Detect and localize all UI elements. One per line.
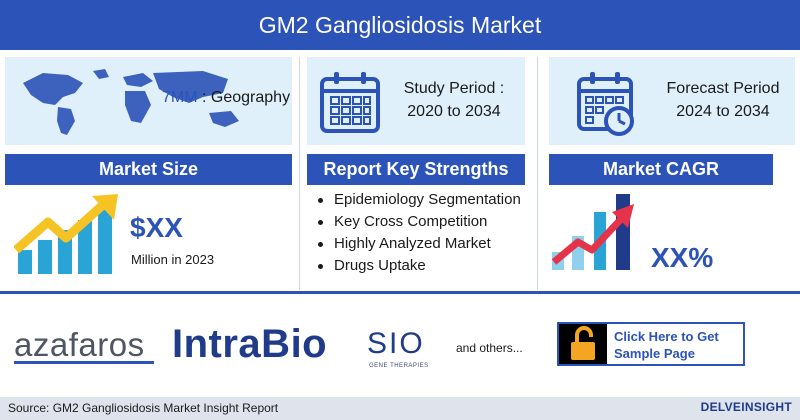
source-text: Source: GM2 Gangliosidosis Market Insigh… [8,401,279,415]
sample-page-label: Click Here to Get Sample Page [614,328,719,362]
key-strengths-list: Epidemiology Segmentation Key Cross Comp… [318,189,533,277]
list-item-label: Highly Analyzed Market [334,235,491,252]
list-item: Key Cross Competition [318,211,533,233]
sample-page-line2: Sample Page [614,346,695,361]
list-item-label: Key Cross Competition [334,213,488,230]
calendar-clock-icon [577,72,634,136]
column-divider [299,57,300,290]
study-period-range: 2020 to 2034 [407,103,501,120]
list-item-label: Epidemiology Segmentation [334,191,521,208]
market-size-header: Market Size [5,154,292,185]
study-period-panel: Study Period : 2020 to 2034 [307,57,525,145]
list-item: Highly Analyzed Market [318,233,533,255]
market-size-title: Market Size [98,159,199,179]
page-title: GM2 Gangliosidosis Market [0,0,800,50]
list-item: Drugs Uptake [318,255,533,277]
title-text: GM2 Gangliosidosis Market [258,11,542,38]
section-divider [0,291,800,294]
forecast-period-text: Forecast Period 2024 to 2034 [653,77,793,123]
forecast-period-panel: Forecast Period 2024 to 2034 [549,57,795,145]
sample-page-button[interactable]: Click Here to Get Sample Page [557,322,745,366]
geography-highlight: 7MM [162,89,198,106]
study-period-text: Study Period : 2020 to 2034 [389,77,519,123]
study-period-label: Study Period : [403,80,505,97]
bullet-icon [318,241,323,247]
azafaros-logo-underline [14,361,154,364]
growth-chart-icon [14,194,118,274]
unlock-icon [571,326,595,360]
others-text: and others... [456,341,523,355]
column-divider [537,57,538,290]
footer: Source: GM2 Gangliosidosis Market Insigh… [0,397,800,420]
bullet-icon [318,219,323,225]
market-cagr-title: Market CAGR [602,159,720,179]
key-strengths-title: Report Key Strengths [323,159,509,179]
market-cagr-value: XX% [651,242,714,273]
intrabio-logo: IntraBio [172,322,328,366]
bullet-icon [318,263,323,269]
cagr-arrow-icon [551,194,634,270]
sio-logo-text: SIO [367,327,425,360]
sample-page-line1: Click Here to Get [614,329,719,344]
lock-icon-box [559,324,607,364]
market-size-subtitle: Million in 2023 [131,252,215,267]
list-item: Epidemiology Segmentation [318,189,533,211]
forecast-period-range: 2024 to 2034 [676,103,770,120]
key-strengths-header: Report Key Strengths [307,154,525,185]
sio-logo: SIO GENE THERAPIES [367,327,437,377]
market-size-value: $XX [130,212,183,243]
market-cagr-header: Market CAGR [549,154,773,185]
world-map-icon [23,69,239,135]
sio-logo-subtitle: GENE THERAPIES [369,363,429,369]
calendar-icon [320,72,380,133]
forecast-period-label: Forecast Period [666,80,780,97]
delveinsight-logo: DELVEINSIGHT [700,400,792,414]
geography-label: 7MM : Geography [162,89,290,107]
geography-panel: 7MM : Geography [5,57,292,145]
bullet-icon [318,197,323,203]
azafaros-logo: azafaros [14,326,145,363]
list-item-label: Drugs Uptake [334,257,426,274]
geography-suffix: : Geography [197,89,291,106]
